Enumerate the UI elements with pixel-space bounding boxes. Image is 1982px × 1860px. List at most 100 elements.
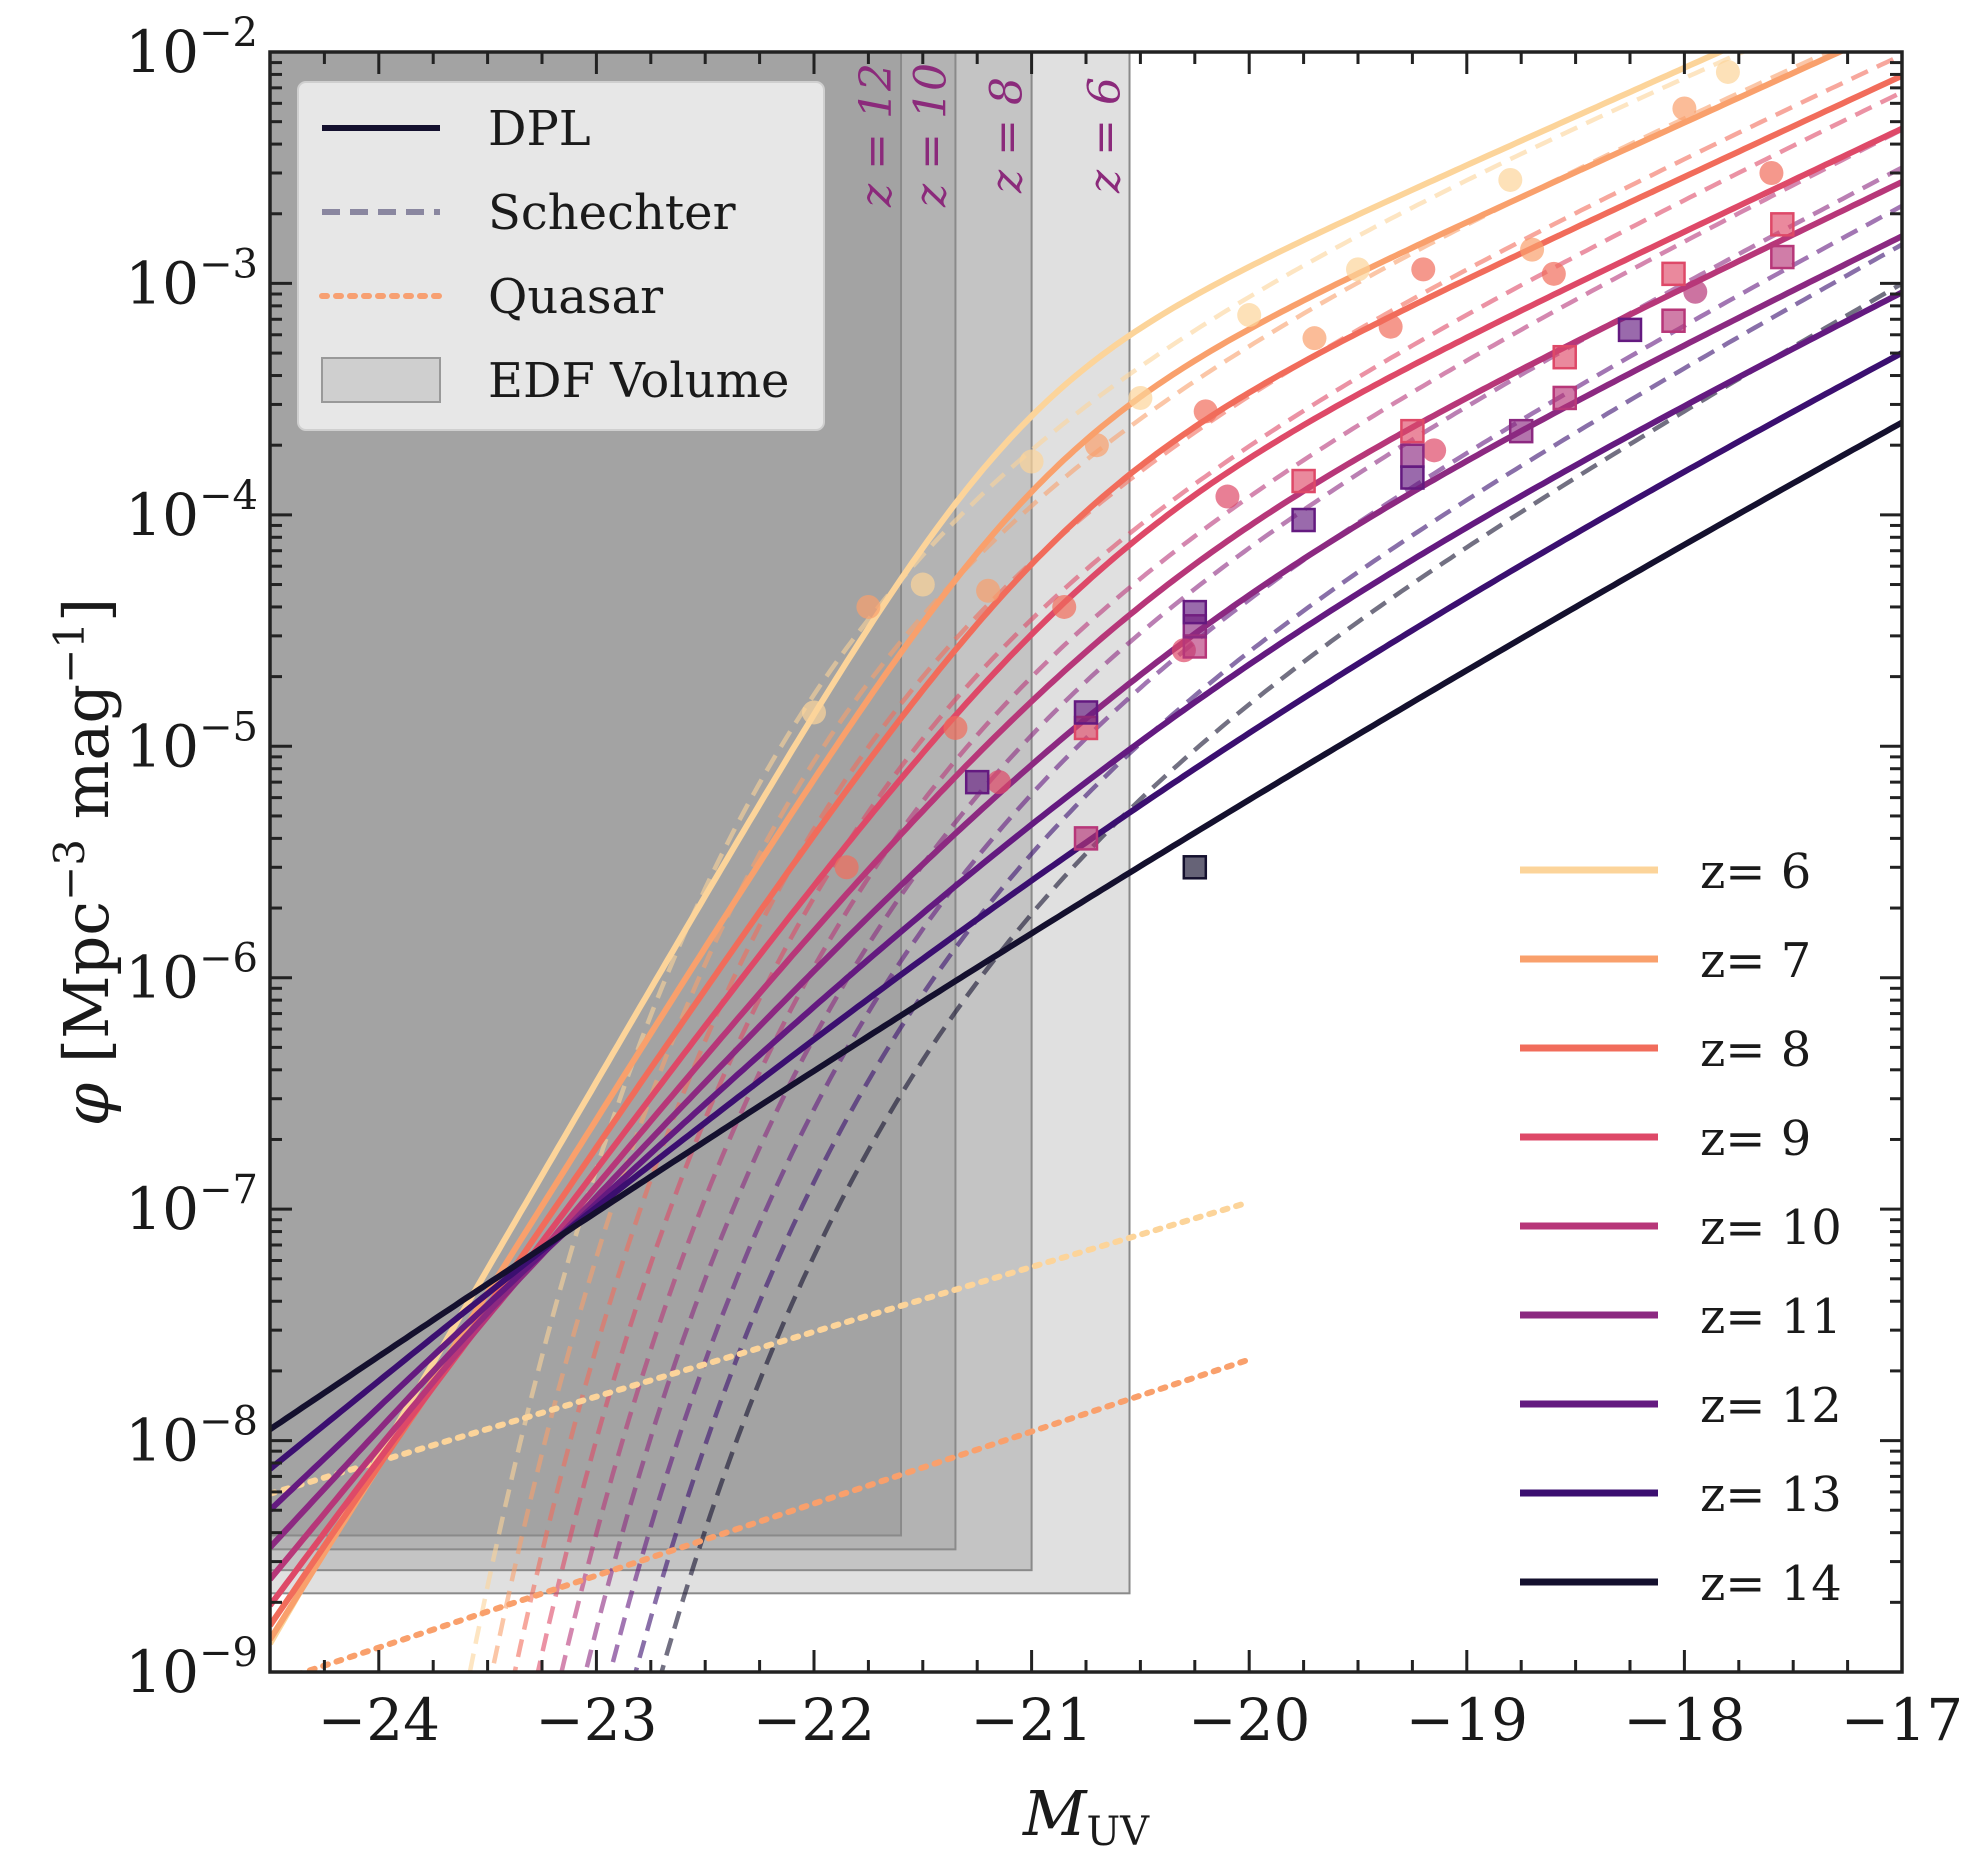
legend-z-label: z= 14 bbox=[1700, 1556, 1842, 1612]
observation-circle bbox=[910, 572, 935, 597]
observation-circle bbox=[1541, 261, 1566, 286]
legend-z-label: z= 6 bbox=[1700, 844, 1811, 900]
observation-square bbox=[1661, 308, 1686, 333]
dpl-curve bbox=[270, 52, 1847, 1642]
x-axis-title: MUV bbox=[1022, 1777, 1150, 1855]
y-tick-label: 10−4 bbox=[125, 473, 258, 549]
edf-redshift-label-text: z = 8 bbox=[982, 77, 1033, 194]
observation-square bbox=[1073, 700, 1099, 725]
legend-z-label: z= 8 bbox=[1700, 1022, 1811, 1078]
observation-square bbox=[1073, 826, 1099, 851]
edf-redshift-label-text: z = 12 bbox=[851, 63, 902, 208]
dpl-curve bbox=[270, 52, 1727, 1646]
observation-square bbox=[964, 769, 990, 795]
observation-square bbox=[1770, 212, 1795, 237]
observation-circle bbox=[1052, 594, 1077, 619]
legend-label: Quasar bbox=[488, 269, 663, 325]
observation-circle bbox=[1672, 96, 1697, 121]
y-tick-label: 10−5 bbox=[125, 704, 258, 780]
legend-z-label: z= 11 bbox=[1700, 1289, 1842, 1345]
observation-square bbox=[1770, 244, 1795, 270]
observation-circle bbox=[1084, 433, 1109, 458]
x-tick-label: −20 bbox=[1188, 1686, 1310, 1754]
observation-square bbox=[1552, 344, 1577, 370]
observation-square bbox=[1552, 385, 1577, 411]
observation-square bbox=[1291, 468, 1316, 494]
observation-circle bbox=[1378, 314, 1403, 339]
y-tick-label: 10−2 bbox=[125, 10, 258, 86]
axis-ticks bbox=[270, 50, 1902, 1674]
observation-circle bbox=[1215, 484, 1240, 509]
observation-circle bbox=[1019, 449, 1044, 474]
observation-circle bbox=[802, 700, 826, 725]
quasar-curve bbox=[295, 1356, 1253, 1672]
schechter-curve bbox=[467, 52, 1749, 1672]
y-tick-label: 10−7 bbox=[125, 1167, 258, 1243]
legend-swatch-box bbox=[321, 357, 441, 403]
observation-square bbox=[1182, 599, 1208, 625]
observation-square bbox=[1400, 418, 1425, 444]
observation-circle bbox=[1683, 279, 1708, 304]
observation-circle bbox=[856, 594, 881, 619]
observation-circle bbox=[1422, 438, 1447, 463]
edf-redshift-label-text: z = 10 bbox=[905, 63, 956, 208]
observation-circle bbox=[1237, 303, 1262, 328]
observation-circle bbox=[943, 715, 968, 740]
observation-circle bbox=[1498, 167, 1523, 192]
dpl-curve bbox=[270, 419, 1902, 1432]
edf-redshift-label-text: z = 6 bbox=[1080, 77, 1131, 194]
legend-z-label: z= 13 bbox=[1700, 1467, 1842, 1523]
edf-redshift-label: z = 6 bbox=[1080, 77, 1131, 194]
observation-square bbox=[1508, 418, 1534, 444]
observation-circle bbox=[1302, 326, 1327, 351]
legend-z-label: z= 9 bbox=[1700, 1111, 1811, 1167]
observation-circle bbox=[1715, 59, 1740, 84]
observation-square bbox=[1291, 507, 1316, 533]
legend-z-label: z= 12 bbox=[1700, 1378, 1842, 1434]
edf-redshift-label: z = 10 bbox=[905, 63, 956, 208]
schechter-curve bbox=[633, 242, 1902, 1672]
svg-text:MUV: MUV bbox=[1022, 1777, 1150, 1855]
observation-circle bbox=[1759, 161, 1784, 186]
observation-circle bbox=[1128, 385, 1153, 410]
y-tick-label: 10−3 bbox=[125, 241, 258, 317]
legend-label: EDF Volume bbox=[488, 353, 789, 409]
dpl-curve bbox=[270, 73, 1902, 1628]
observation-square bbox=[1661, 261, 1686, 287]
edf-redshift-label: z = 8 bbox=[982, 77, 1033, 194]
x-tick-label: −18 bbox=[1623, 1686, 1745, 1754]
y-tick-label: 10−6 bbox=[125, 936, 258, 1012]
observation-square bbox=[1400, 443, 1425, 469]
schechter-curve bbox=[559, 127, 1902, 1672]
legend-redshifts: z= 6 z= 7 z= 8 z= 9 z= 10 z= 11 z= 12 z= 13 z= 1… bbox=[1520, 844, 1842, 1612]
edf-redshift-labels: z = 6 z = 8 z = 10z = 12 bbox=[851, 63, 1130, 208]
dpl-curve bbox=[270, 125, 1902, 1608]
y-axis-title: φ [Mpc−3 mag−1] bbox=[45, 598, 123, 1126]
legend-frame bbox=[297, 81, 825, 431]
quasar-curves bbox=[270, 1199, 1253, 1672]
legend-label: Schechter bbox=[488, 185, 736, 241]
x-tick-label: −22 bbox=[753, 1686, 875, 1754]
observation-square bbox=[1617, 317, 1643, 343]
observation-points bbox=[802, 59, 1795, 880]
x-tick-label: −24 bbox=[318, 1686, 440, 1754]
svg-text:φ [Mpc−3 mag−1]: φ [Mpc−3 mag−1] bbox=[45, 598, 123, 1126]
observation-circle bbox=[976, 578, 1001, 603]
y-tick-label: 10−9 bbox=[125, 1630, 258, 1706]
x-tick-label: −21 bbox=[970, 1686, 1092, 1754]
legend-line-styles: DPL Schechter Quasar EDF Volume bbox=[297, 81, 825, 431]
legend-label: DPL bbox=[488, 101, 591, 157]
x-tick-labels: −24 −23 −22 −21 −20 −19 −18 −17 bbox=[318, 1686, 1964, 1754]
legend-z-label: z= 7 bbox=[1700, 933, 1811, 989]
quasar-curve bbox=[270, 1199, 1253, 1497]
edf-redshift-label: z = 12 bbox=[851, 63, 902, 208]
observation-circle bbox=[1520, 237, 1545, 262]
legend-z-label: z= 10 bbox=[1700, 1200, 1842, 1256]
x-tick-label: −17 bbox=[1841, 1686, 1963, 1754]
y-tick-labels: 10−9 10−8 10−7 10−6 10−5 10−4 10−3 10−2 bbox=[125, 10, 258, 1706]
observation-circle bbox=[1193, 399, 1218, 424]
observation-circle bbox=[834, 855, 859, 880]
observation-square bbox=[1400, 465, 1425, 490]
observation-circle bbox=[986, 770, 1011, 795]
